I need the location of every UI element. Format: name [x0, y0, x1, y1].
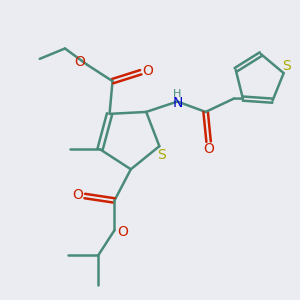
Text: N: N — [173, 96, 183, 110]
Text: H: H — [173, 89, 182, 99]
Text: O: O — [142, 64, 153, 78]
Text: S: S — [157, 148, 166, 161]
Text: O: O — [117, 225, 128, 239]
Text: O: O — [74, 56, 85, 69]
Text: O: O — [72, 188, 83, 202]
Text: O: O — [203, 142, 214, 156]
Text: S: S — [282, 59, 291, 73]
